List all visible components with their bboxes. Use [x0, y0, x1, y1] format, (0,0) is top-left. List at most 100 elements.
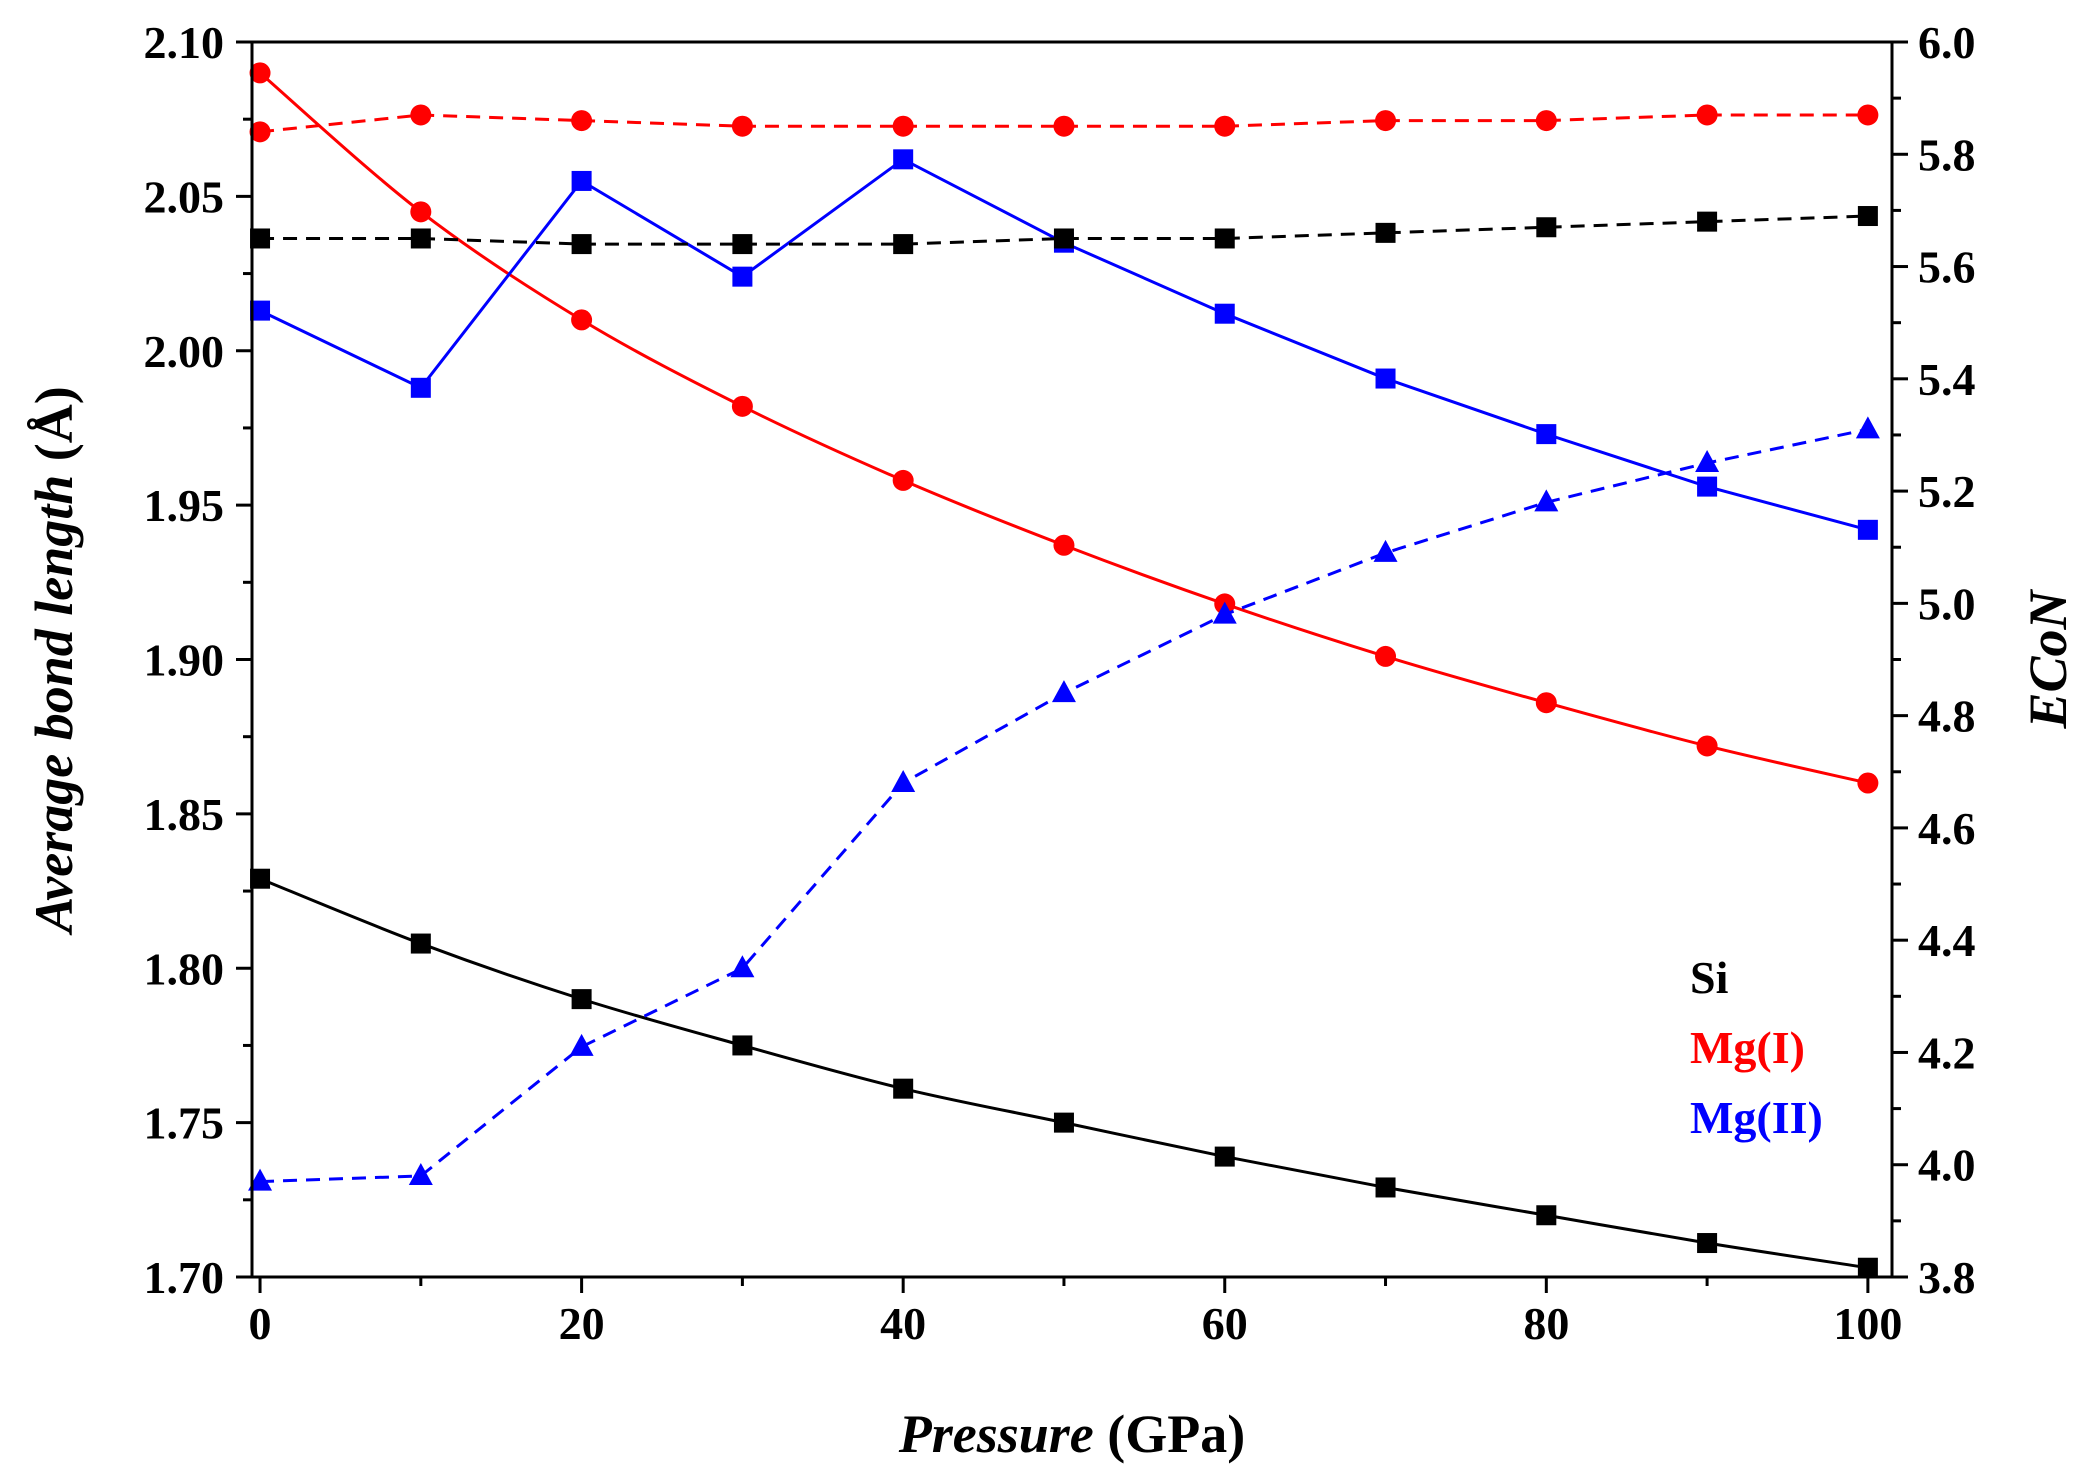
marker-mgi-econ	[1375, 110, 1397, 132]
marker-mgii-econ	[730, 955, 755, 978]
right-y-axis-title-text: ECoN	[2018, 588, 2078, 729]
marker-mgii-bond	[1697, 476, 1718, 497]
marker-mgii-econ	[248, 1168, 273, 1191]
marker-mgii-econ	[1695, 450, 1720, 473]
left-y-tick-label: 2.00	[144, 326, 225, 377]
left-y-tick-label: 2.10	[144, 17, 225, 68]
marker-mgi-bond	[1535, 692, 1557, 714]
marker-mgii-bond	[1536, 424, 1557, 445]
marker-si-bond	[893, 1078, 914, 1099]
marker-si-econ	[571, 234, 592, 255]
right-y-tick-label: 3.8	[1918, 1252, 1976, 1303]
legend-label-mg-i: Mg(I)	[1690, 1022, 1805, 1073]
marker-si-econ	[1214, 228, 1235, 249]
marker-si-bond	[571, 989, 592, 1010]
marker-mgii-econ	[1212, 601, 1237, 624]
left-y-tick-label: 1.85	[144, 789, 225, 840]
marker-si-bond	[250, 868, 271, 889]
x-tick-label: 0	[249, 1298, 272, 1349]
left-y-tick-label: 1.80	[144, 943, 225, 994]
right-y-tick-label: 5.0	[1918, 578, 1976, 629]
marker-mgi-econ	[410, 104, 432, 126]
marker-mgi-bond	[1053, 534, 1075, 556]
series-mgii-bond	[250, 149, 1878, 540]
left-y-axis-title-italic: Average bond length	[24, 475, 84, 936]
marker-si-econ	[410, 228, 431, 249]
marker-mgii-econ	[1855, 416, 1880, 439]
right-y-axis-title: ECoN	[2018, 588, 2078, 729]
marker-mgi-bond	[1696, 735, 1718, 757]
right-y-tick-label: 5.8	[1918, 129, 1976, 180]
right-y-tick-label: 4.0	[1918, 1140, 1976, 1191]
left-y-tick-label: 1.75	[144, 1098, 225, 1149]
x-tick-label: 40	[880, 1298, 926, 1349]
series-layer	[248, 62, 1880, 1278]
marker-mgi-econ	[1535, 110, 1557, 132]
legend-label-si: Si	[1690, 952, 1729, 1003]
line-mgii-bond	[259, 157, 1869, 532]
marker-si-econ	[732, 234, 753, 255]
marker-mgii-bond	[250, 300, 271, 321]
marker-si-bond	[1375, 1177, 1396, 1198]
marker-si-bond	[1697, 1233, 1718, 1254]
marker-mgii-econ	[408, 1162, 433, 1185]
line-si-econ	[260, 214, 1868, 246]
left-y-tick-label: 1.95	[144, 480, 225, 531]
left-y-axis-title-unit: (Å)	[24, 386, 84, 474]
marker-mgi-bond	[1375, 645, 1397, 667]
series-si-econ	[250, 206, 1878, 255]
marker-mgi-bond	[1857, 772, 1879, 794]
right-y-tick-label: 4.2	[1918, 1027, 1976, 1078]
marker-mgii-econ	[1373, 539, 1398, 562]
marker-si-bond	[1536, 1205, 1557, 1226]
marker-si-bond	[1214, 1146, 1235, 1167]
tick-labels-layer: 0 20 40 60 80 100 1.70 1.75 1.80 1.85 1.90 1.95 2.00…	[144, 17, 1976, 1349]
marker-mgii-bond	[571, 170, 592, 191]
series-mgii-econ	[248, 416, 1880, 1191]
marker-mgii-econ	[569, 1033, 594, 1056]
left-y-tick-label: 1.70	[144, 1252, 225, 1303]
marker-mgi-bond	[410, 201, 432, 223]
marker-mgii-bond	[1375, 368, 1396, 389]
marker-mgi-econ	[1857, 104, 1879, 126]
marker-si-econ	[250, 228, 271, 249]
marker-mgii-bond	[410, 377, 431, 398]
line-si-bond	[259, 877, 1869, 1270]
legend-label-mg-ii: Mg(II)	[1690, 1092, 1823, 1143]
marker-mgi-econ	[1696, 104, 1718, 126]
right-y-tick-label: 5.6	[1918, 242, 1976, 293]
marker-mgii-bond	[732, 266, 753, 287]
right-y-tick-label: 5.2	[1918, 466, 1976, 517]
marker-si-econ	[1536, 217, 1557, 238]
line-mgi-bond	[259, 71, 1869, 785]
marker-mgii-econ	[1051, 680, 1076, 703]
marker-si-econ	[1375, 222, 1396, 243]
marker-mgi-econ	[731, 115, 753, 137]
marker-mgi-bond	[249, 62, 271, 84]
marker-si-bond	[410, 933, 431, 954]
right-y-tick-label: 4.8	[1918, 691, 1976, 742]
x-axis-title-unit: (GPa)	[1094, 1404, 1245, 1464]
series-si-bond	[250, 868, 1878, 1278]
marker-mgi-bond	[892, 469, 914, 491]
left-y-tick-label: 2.05	[144, 171, 225, 222]
x-tick-label: 100	[1833, 1298, 1902, 1349]
x-axis-title: Pressure (GPa)	[898, 1404, 1245, 1464]
marker-mgi-bond	[731, 395, 753, 417]
marker-mgi-bond	[571, 309, 593, 331]
marker-mgi-econ	[249, 121, 271, 143]
x-tick-label: 20	[559, 1298, 605, 1349]
right-y-tick-label: 4.4	[1918, 915, 1976, 966]
marker-mgi-econ	[1214, 115, 1236, 137]
marker-mgii-econ	[891, 770, 916, 792]
marker-si-bond	[1857, 1257, 1878, 1278]
marker-si-econ	[893, 234, 914, 255]
marker-mgi-econ	[1053, 115, 1075, 137]
marker-mgii-bond	[1857, 519, 1878, 540]
series-mgi-econ	[249, 104, 1879, 143]
marker-si-bond	[732, 1035, 753, 1056]
left-y-tick-label: 1.90	[144, 635, 225, 686]
marker-mgi-econ	[571, 110, 593, 132]
marker-mgi-econ	[892, 115, 914, 137]
